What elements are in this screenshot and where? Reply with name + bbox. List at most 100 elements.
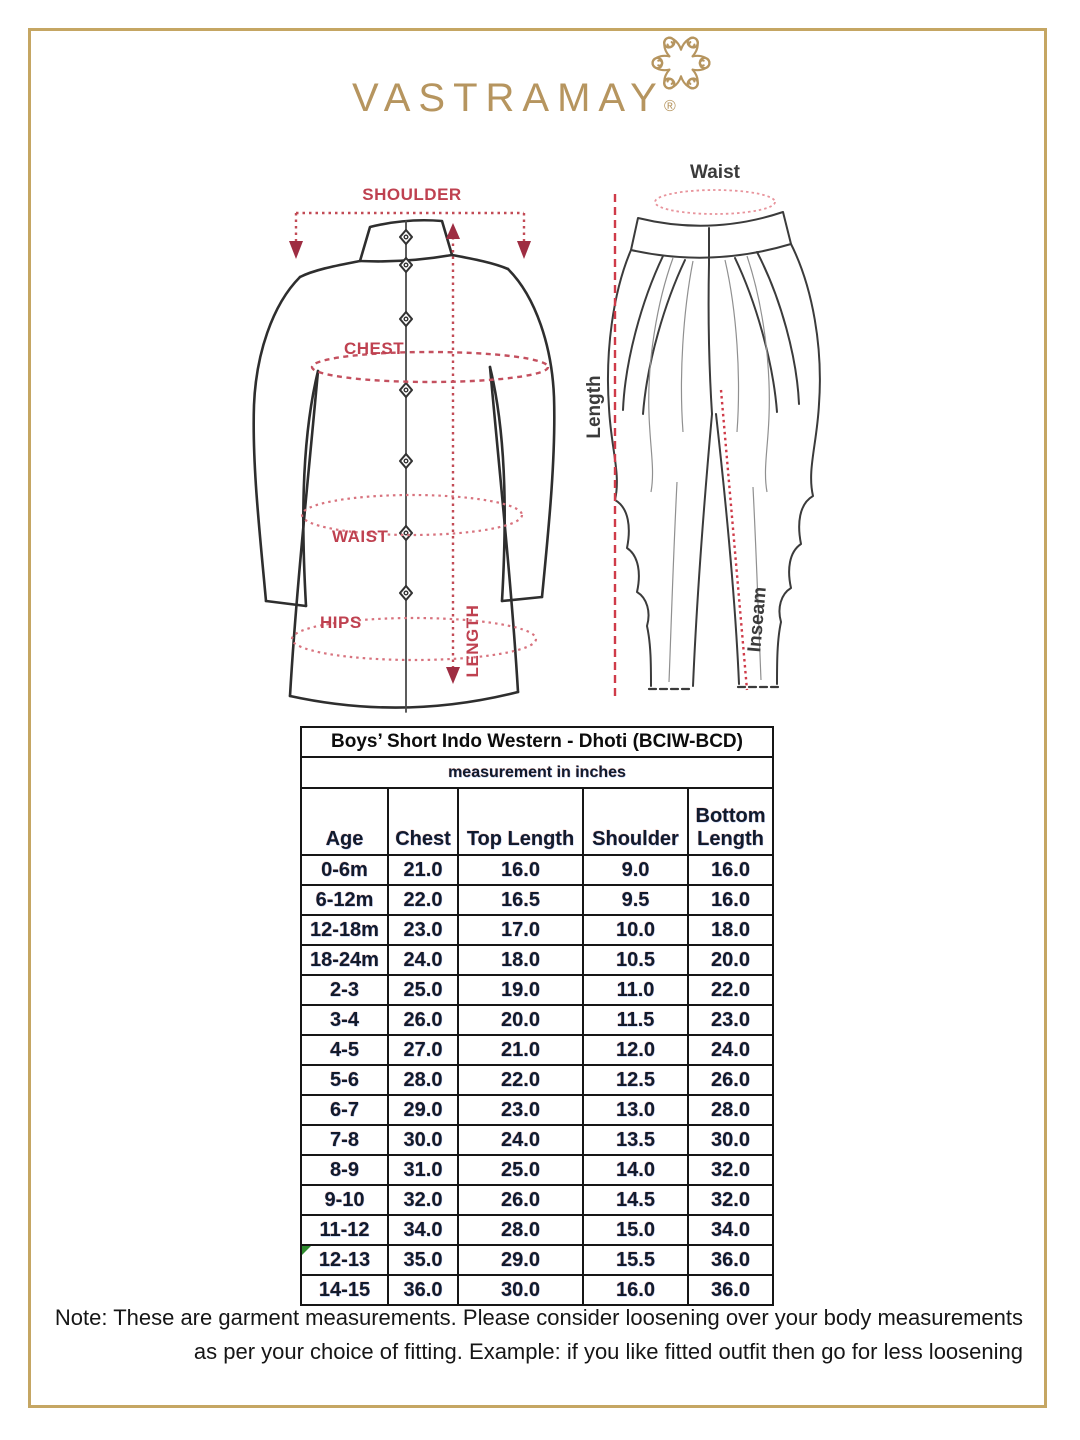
table-row: 12-13 35.0 29.0 15.5 36.0 bbox=[300, 1244, 775, 1276]
dhoti-inseam-label: Inseam bbox=[744, 586, 771, 653]
table-row: 12-18m 23.0 17.0 10.0 18.0 bbox=[300, 914, 775, 946]
column-header-bottom-length: Bottom Length bbox=[686, 787, 775, 856]
age-cell: 14-15 bbox=[300, 1274, 389, 1306]
value-cell: 27.0 bbox=[387, 1034, 459, 1066]
value-cell: 22.0 bbox=[686, 974, 775, 1006]
note-line-2: as per your choice of fitting. Example: … bbox=[193, 1339, 1023, 1364]
table-subtitle: measurement in inches bbox=[299, 756, 775, 789]
table-row: 3-4 26.0 20.0 11.5 23.0 bbox=[300, 1004, 775, 1036]
value-cell: 26.0 bbox=[457, 1184, 584, 1216]
column-header-chest: Chest bbox=[387, 787, 459, 856]
value-cell: 20.0 bbox=[686, 944, 775, 976]
age-cell: 6-7 bbox=[300, 1094, 389, 1126]
value-cell: 23.0 bbox=[686, 1004, 775, 1036]
value-cell: 15.0 bbox=[582, 1214, 689, 1246]
table-title-row: Boys’ Short Indo Western - Dhoti (BCIW-B… bbox=[299, 726, 775, 758]
note-line-1: Note: These are garment measurements. Pl… bbox=[54, 1305, 1023, 1330]
table-row: 14-15 36.0 30.0 16.0 36.0 bbox=[300, 1274, 775, 1306]
value-cell: 22.0 bbox=[387, 884, 459, 916]
value-cell: 23.0 bbox=[387, 914, 459, 946]
age-cell: 8-9 bbox=[300, 1154, 389, 1186]
table-row: 18-24m 24.0 18.0 10.5 20.0 bbox=[300, 944, 775, 976]
value-cell: 36.0 bbox=[686, 1274, 775, 1306]
value-cell: 30.0 bbox=[457, 1274, 584, 1306]
table-row: 2-3 25.0 19.0 11.0 22.0 bbox=[300, 974, 775, 1006]
table-row: 6-7 29.0 23.0 13.0 28.0 bbox=[300, 1094, 775, 1126]
registered-trademark-mark: ® bbox=[664, 98, 676, 115]
value-cell: 13.0 bbox=[582, 1094, 689, 1126]
dhoti-outline bbox=[606, 211, 821, 691]
value-cell: 15.5 bbox=[582, 1244, 689, 1276]
brand-logo-text: VASTRAMAY bbox=[352, 76, 665, 120]
value-cell: 11.0 bbox=[582, 974, 689, 1006]
brand-ornament-icon bbox=[649, 34, 713, 92]
value-cell: 11.5 bbox=[582, 1004, 689, 1036]
table-row: 6-12m 22.0 16.5 9.5 16.0 bbox=[300, 884, 775, 916]
value-cell: 19.0 bbox=[457, 974, 584, 1006]
age-cell: 5-6 bbox=[300, 1064, 389, 1096]
dhoti-length-label: Length bbox=[585, 375, 605, 438]
table-row: 9-10 32.0 26.0 14.5 32.0 bbox=[300, 1184, 775, 1216]
value-cell: 28.0 bbox=[457, 1214, 584, 1246]
kurta-length-label: LENGTH bbox=[463, 605, 482, 678]
table-row: 0-6m 21.0 16.0 9.0 16.0 bbox=[300, 854, 775, 886]
value-cell: 29.0 bbox=[457, 1244, 584, 1276]
value-cell: 35.0 bbox=[387, 1244, 459, 1276]
table-title: Boys’ Short Indo Western - Dhoti (BCIW-B… bbox=[299, 726, 775, 758]
dhoti-measurement-diagram: Waist Length Inseam bbox=[585, 162, 821, 700]
value-cell: 18.0 bbox=[686, 914, 775, 946]
value-cell: 21.0 bbox=[387, 854, 459, 886]
age-cell: 11-12 bbox=[300, 1214, 389, 1246]
value-cell: 13.5 bbox=[582, 1124, 689, 1156]
kurta-hips-label: HIPS bbox=[320, 613, 362, 632]
column-header-age: Age bbox=[300, 787, 389, 856]
value-cell: 16.0 bbox=[582, 1274, 689, 1306]
value-cell: 16.0 bbox=[686, 854, 775, 886]
age-cell: 3-4 bbox=[300, 1004, 389, 1036]
value-cell: 10.0 bbox=[582, 914, 689, 946]
age-cell: 12-13 bbox=[300, 1244, 389, 1276]
kurta-chest-label: CHEST bbox=[344, 339, 404, 358]
table-row: 8-9 31.0 25.0 14.0 32.0 bbox=[300, 1154, 775, 1186]
value-cell: 26.0 bbox=[686, 1064, 775, 1096]
value-cell: 24.0 bbox=[387, 944, 459, 976]
value-cell: 29.0 bbox=[387, 1094, 459, 1126]
column-header-shoulder: Shoulder bbox=[582, 787, 689, 856]
table-row: 11-12 34.0 28.0 15.0 34.0 bbox=[300, 1214, 775, 1246]
age-cell: 6-12m bbox=[300, 884, 389, 916]
value-cell: 12.0 bbox=[582, 1034, 689, 1066]
kurta-waist-label: WAIST bbox=[332, 527, 388, 546]
value-cell: 25.0 bbox=[457, 1154, 584, 1186]
value-cell: 16.0 bbox=[457, 854, 584, 886]
comment-marker bbox=[303, 1247, 311, 1255]
table-row: 7-8 30.0 24.0 13.5 30.0 bbox=[300, 1124, 775, 1156]
size-chart-table: Boys’ Short Indo Western - Dhoti (BCIW-B… bbox=[299, 726, 775, 1306]
table-row: 4-5 27.0 21.0 12.0 24.0 bbox=[300, 1034, 775, 1066]
value-cell: 31.0 bbox=[387, 1154, 459, 1186]
kurta-measure-lines bbox=[289, 211, 550, 684]
value-cell: 22.0 bbox=[457, 1064, 584, 1096]
age-cell: 7-8 bbox=[300, 1124, 389, 1156]
value-cell: 30.0 bbox=[686, 1124, 775, 1156]
value-cell: 18.0 bbox=[457, 944, 584, 976]
value-cell: 14.0 bbox=[582, 1154, 689, 1186]
value-cell: 23.0 bbox=[457, 1094, 584, 1126]
value-cell: 36.0 bbox=[387, 1274, 459, 1306]
value-cell: 36.0 bbox=[686, 1244, 775, 1276]
value-cell: 25.0 bbox=[387, 974, 459, 1006]
value-cell: 28.0 bbox=[686, 1094, 775, 1126]
value-cell: 32.0 bbox=[686, 1184, 775, 1216]
value-cell: 17.0 bbox=[457, 914, 584, 946]
table-body: 0-6m 21.0 16.0 9.0 16.0 6-12m 22.0 16.5 9.5 16.0 1… bbox=[300, 854, 775, 1306]
value-cell: 32.0 bbox=[387, 1184, 459, 1216]
dhoti-measure-lines bbox=[613, 189, 776, 700]
value-cell: 24.0 bbox=[686, 1034, 775, 1066]
age-cell: 4-5 bbox=[300, 1034, 389, 1066]
kurta-measurement-diagram: SHOULDER CHEST WAIST HIPS LENGTH bbox=[252, 185, 556, 713]
value-cell: 26.0 bbox=[387, 1004, 459, 1036]
value-cell: 28.0 bbox=[387, 1064, 459, 1096]
kurta-shoulder-label: SHOULDER bbox=[362, 185, 461, 204]
age-cell: 9-10 bbox=[300, 1184, 389, 1216]
value-cell: 16.5 bbox=[457, 884, 584, 916]
